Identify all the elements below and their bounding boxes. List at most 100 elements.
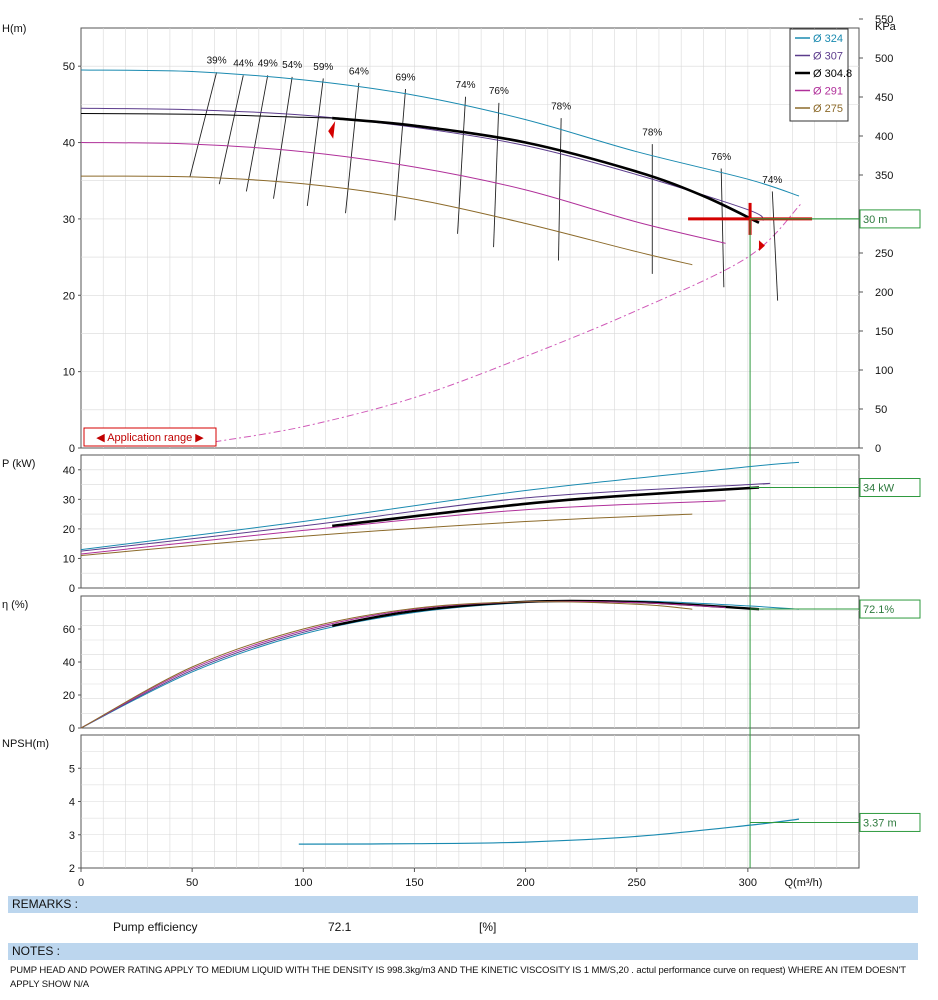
iso-efficiency-line: [345, 82, 360, 214]
power-curve: [80, 500, 726, 555]
iso-efficiency-line: [189, 72, 218, 178]
power_panel-ylabel: P (kW): [2, 458, 35, 470]
application-range-box: [83, 427, 217, 447]
power_panel-frame: [80, 454, 860, 589]
application-range-label: ◀ Application range ▶: [96, 432, 204, 444]
x-tick-label: 50: [186, 877, 198, 889]
iso-efficiency-line: [218, 75, 244, 185]
kpa-tick-label: 100: [875, 365, 893, 377]
efficiency-label: 64%: [349, 66, 369, 77]
duty-efficiency-value-box: [859, 599, 921, 619]
head-curve: [80, 107, 764, 221]
kpa-tick-label: 250: [875, 248, 893, 260]
legend-label: Ø 291: [813, 86, 843, 98]
kpa-tick-label: 550: [875, 14, 893, 26]
kpa-tick-label: 450: [875, 92, 893, 104]
efficiency-curve: [80, 601, 693, 729]
power-curve: [80, 513, 693, 556]
head_panel-tick-label: 50: [63, 61, 75, 73]
efficiency_panel-ylabel: η (%): [2, 599, 28, 611]
x-tick-label: 0: [78, 877, 84, 889]
efficiency_panel-frame: [80, 595, 860, 729]
head_panel-tick-label: 30: [63, 214, 75, 226]
iso-efficiency-line: [493, 102, 500, 248]
duty-npsh-value: 3.37 m: [863, 817, 897, 829]
x-tick-label: 250: [628, 877, 646, 889]
kpa-axis-label: KPa: [875, 21, 897, 33]
range-end-marker: [758, 240, 765, 251]
duty-power-value: 34 kW: [863, 483, 895, 495]
head-curve: [80, 175, 693, 266]
power_panel-tick-label: 20: [63, 524, 75, 536]
x-tick-label: 200: [516, 877, 534, 889]
efficiency-curve: [80, 600, 800, 729]
iso-efficiency-line: [273, 76, 293, 199]
npsh_panel-tick-label: 4: [69, 797, 75, 809]
head-curve: [80, 113, 333, 119]
x-tick-label: 150: [405, 877, 423, 889]
npsh_panel-tick-label: 2: [69, 863, 75, 875]
iso-efficiency-line: [771, 191, 779, 301]
head_panel-tick-label: 40: [63, 138, 75, 150]
efficiency-label: 54%: [282, 60, 302, 71]
efficiency-label: 74%: [456, 80, 476, 91]
notes-text: PUMP HEAD AND POWER RATING APPLY TO MEDI…: [10, 965, 906, 990]
efficiency_panel-tick-label: 40: [63, 657, 75, 669]
efficiency-label: 39%: [207, 56, 227, 67]
x-tick-label: 100: [294, 877, 312, 889]
x-axis-label: Q(m³/h): [784, 877, 822, 889]
kpa-tick-label: 350: [875, 170, 893, 182]
iso-efficiency-line: [558, 118, 562, 261]
kpa-tick-label: 0: [875, 443, 881, 455]
head-curve: [80, 69, 800, 197]
efficiency-label: 59%: [313, 62, 333, 73]
power_panel-tick-label: 40: [63, 465, 75, 477]
power_panel-tick-label: 0: [69, 583, 75, 595]
kpa-tick-label: 150: [875, 326, 893, 338]
kpa-tick-label: 50: [875, 404, 887, 416]
head_panel-frame: [80, 27, 860, 449]
head_panel-tick-label: 0: [69, 443, 75, 455]
notes-header: NOTES :: [8, 943, 918, 960]
iso-efficiency-line: [245, 75, 269, 192]
iso-efficiency-line: [457, 96, 467, 234]
efficiency-label: 78%: [642, 127, 662, 138]
x-tick-label: 300: [739, 877, 757, 889]
efficiency-label: 76%: [711, 152, 731, 163]
legend-label: Ø 307: [813, 51, 843, 63]
npsh_panel-ylabel: NPSH(m): [2, 738, 49, 750]
efficiency-label: 76%: [489, 86, 509, 97]
remark-value: 72.1: [328, 920, 352, 934]
kpa-tick-label: 500: [875, 53, 893, 65]
legend-label: Ø 275: [813, 103, 843, 115]
remark-unit: [%]: [479, 920, 497, 934]
duty-npsh-value-box: [859, 812, 921, 832]
iso-efficiency-line: [394, 89, 406, 221]
efficiency-label: 69%: [396, 72, 416, 83]
head_panel-tick-label: 10: [63, 367, 75, 379]
efficiency-label: 49%: [258, 59, 278, 70]
power-curve: [80, 461, 800, 551]
npsh_panel-tick-label: 5: [69, 763, 75, 775]
kpa-tick-label: 400: [875, 131, 893, 143]
duty-head-value: 30 m: [863, 214, 887, 226]
kpa-tick-label: 200: [875, 287, 893, 299]
efficiency-curve: [331, 599, 760, 627]
efficiency_panel-tick-label: 60: [63, 624, 75, 636]
legend-box: [789, 28, 849, 122]
npsh-curve: [298, 818, 800, 845]
efficiency-curve: [80, 600, 764, 729]
duty-power-value-box: [859, 478, 921, 498]
power-curve: [80, 482, 771, 552]
duty-head-value-box: [859, 209, 921, 229]
efficiency_panel-tick-label: 0: [69, 723, 75, 735]
legend-label: Ø 324: [813, 33, 843, 45]
power-curve: [332, 486, 760, 528]
remarks-header: REMARKS :: [8, 896, 918, 913]
range-start-marker: [328, 121, 336, 139]
duty-efficiency-value: 72.1%: [863, 604, 894, 616]
iso-efficiency-line: [720, 168, 725, 288]
efficiency_panel-tick-label: 20: [63, 690, 75, 702]
head_panel-ylabel: H(m): [2, 23, 26, 35]
